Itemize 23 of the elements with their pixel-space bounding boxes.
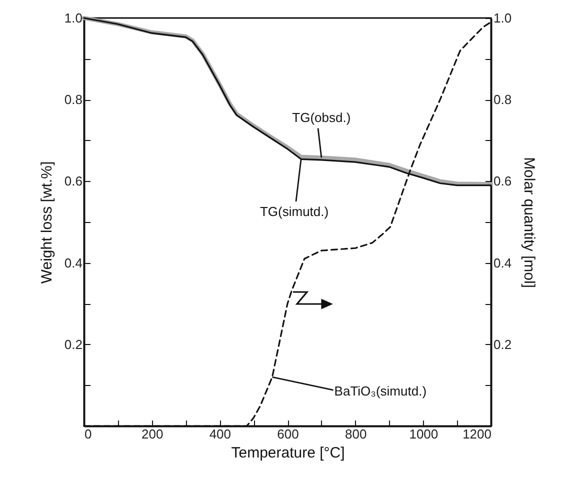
y2-tick-label: 1.0 [494, 10, 512, 26]
annotation: TG(obsd.) [292, 110, 351, 125]
y2-tick-label: 0.6 [494, 174, 512, 189]
x-tick-label: 400 [209, 426, 232, 442]
x-tick-label: 600 [277, 426, 299, 442]
y-axis-title: Weight loss [wt.%] [38, 161, 56, 284]
y-tick-label: 0.6 [64, 174, 82, 189]
annotation: BaTiO₃(simutd.) [334, 383, 427, 398]
y-tick-label: 0.4 [64, 255, 82, 270]
x-tick-label: 200 [141, 426, 164, 442]
x-tick-label: 1000 [409, 426, 438, 442]
x-axis-title: Temperature [°C] [231, 444, 345, 462]
x-tick-label: 0 [84, 426, 92, 442]
y-tick-label: 0.2 [64, 336, 82, 352]
x-tick-label: 1200 [462, 426, 492, 442]
annotation: TG(simutd.) [260, 204, 329, 219]
y2-tick-label: 0.8 [494, 92, 512, 108]
y2-axis-title: Molar quantity [mol] [520, 157, 538, 288]
y-tick-label: 0.8 [64, 92, 82, 108]
x-tick-label: 800 [344, 426, 367, 442]
y2-tick-label: 0.4 [494, 255, 512, 270]
y2-tick-label: 0.2 [494, 336, 512, 352]
y-tick-label: 1.0 [64, 10, 82, 26]
